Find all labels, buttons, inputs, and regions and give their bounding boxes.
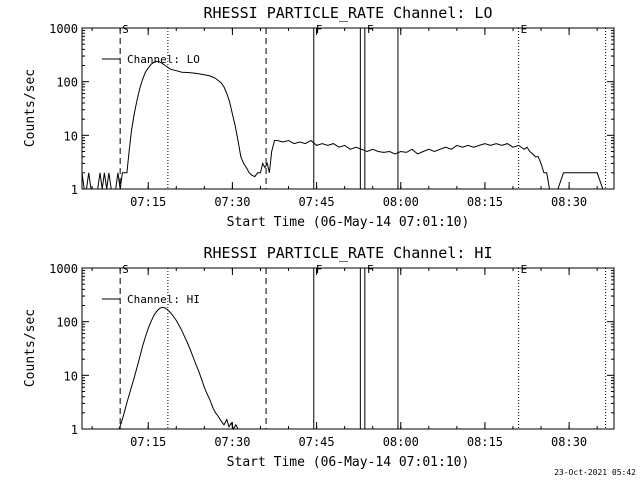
y-tick-label: 1000 <box>49 22 78 36</box>
x-tick-label: 08:15 <box>467 435 503 449</box>
panel-hi: RHESSI PARTICLE_RATE Channel: HI Start T… <box>23 244 615 470</box>
event-marker-label: E <box>521 23 528 36</box>
y-tick-label: 100 <box>56 76 78 90</box>
x-tick-label: 08:30 <box>551 435 587 449</box>
y-tick-label: 10 <box>64 129 78 143</box>
y-axis-label: Counts/sec <box>23 309 38 387</box>
event-marker-label: F <box>367 263 374 276</box>
legend-label: Channel: LO <box>127 53 200 66</box>
x-tick-label: 08:00 <box>383 435 419 449</box>
x-tick-label: 07:30 <box>214 435 250 449</box>
x-tick-label: 08:00 <box>383 195 419 209</box>
plot-frame <box>81 27 615 190</box>
chart-title: RHESSI PARTICLE_RATE Channel: LO <box>204 4 493 22</box>
y-tick-label: 1 <box>71 423 78 437</box>
series-line <box>81 60 609 190</box>
x-axis-label: Start Time (06-May-14 07:01:10) <box>227 455 470 470</box>
x-tick-label: 07:45 <box>299 435 335 449</box>
chart-title: RHESSI PARTICLE_RATE Channel: HI <box>204 244 493 262</box>
event-marker-label: F <box>316 23 323 36</box>
x-tick-label: 07:30 <box>214 195 250 209</box>
event-marker-label: S <box>122 263 129 276</box>
event-marker-label: F <box>316 263 323 276</box>
x-axis-label: Start Time (06-May-14 07:01:10) <box>227 215 470 230</box>
series-line <box>118 306 239 431</box>
x-tick-label: 07:45 <box>299 195 335 209</box>
x-tick-label: 08:15 <box>467 195 503 209</box>
y-tick-label: 100 <box>56 316 78 330</box>
y-axis-label: Counts/sec <box>23 69 38 147</box>
x-tick-label: 08:30 <box>551 195 587 209</box>
x-tick-label: 07:15 <box>130 195 166 209</box>
plot-frame <box>81 267 615 430</box>
y-tick-label: 10 <box>64 369 78 383</box>
timestamp: 23-Oct-2021 05:42 <box>554 468 636 477</box>
panel-lo: RHESSI PARTICLE_RATE Channel: LO Start T… <box>23 4 615 230</box>
legend-label: Channel: HI <box>127 293 200 306</box>
x-tick-label: 07:15 <box>130 435 166 449</box>
y-tick-label: 1 <box>71 183 78 197</box>
event-marker-label: F <box>367 23 374 36</box>
event-marker-label: E <box>521 263 528 276</box>
event-marker-label: S <box>122 23 129 36</box>
y-tick-label: 1000 <box>49 262 78 276</box>
